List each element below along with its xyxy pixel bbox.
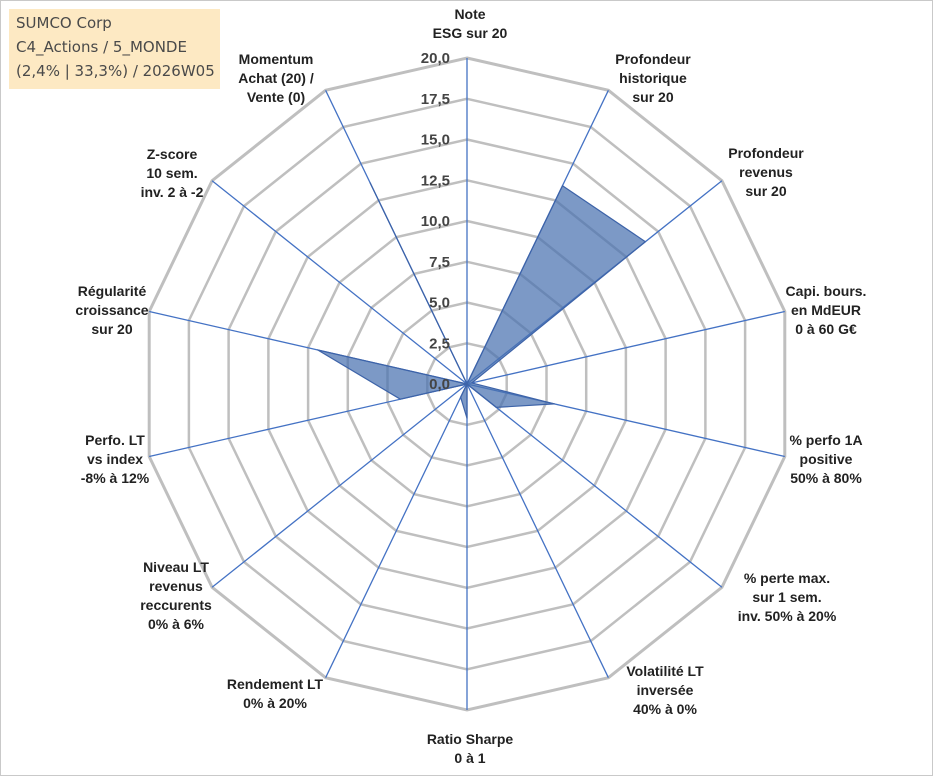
info-company: SUMCO Corp [16,14,112,32]
info-period: (2,4% | 33,3%) / 2026W05 [16,62,215,80]
axis-label: Niveau LT revenus reccurents 0% à 6% [140,559,212,632]
axis-label: Capi. bours. en MdEUR 0 à 60 G€ [786,283,867,337]
radar-tick-labels: 0,0 2,5 5,0 7,5 10,0 12,5 15,0 17,5 20,0 [421,50,450,393]
axis-label: Régularité croissance sur 20 [75,283,148,337]
tick-label: 7,5 [429,254,450,271]
axis-label: Perfo. LT vs index -8% à 12% [81,432,150,486]
radar-series [317,182,647,419]
axis-spoke [466,310,785,385]
series-area [317,182,647,419]
radar-axis-labels: Note ESG sur 20 Profondeur historique sur 20… [75,6,866,766]
axis-label: Z-score 10 sem. inv. 2 à -2 [141,146,204,200]
tick-label: 0,0 [429,376,450,393]
tick-label: 12,5 [421,172,450,189]
tick-label: 20,0 [421,50,450,67]
tick-label: 5,0 [429,295,450,312]
axis-spoke [211,383,468,588]
axis-spoke [325,383,468,678]
tick-label: 2,5 [429,335,450,352]
axis-label: % perfo 1A positive 50% à 80% [789,432,862,486]
axis-spoke [211,180,468,385]
axis-label: % perte max. sur 1 sem. inv. 50% à 20% [738,570,837,624]
tick-label: 15,0 [421,132,450,149]
axis-label: Rendement LT 0% à 20% [227,676,324,711]
tick-label: 17,5 [421,91,450,108]
axis-label: Ratio Sharpe 0 à 1 [427,731,514,766]
info-box: SUMCO Corp C4_Actions / 5_MONDE (2,4% | … [9,9,220,89]
axis-label: Volatilité LT inversée 40% à 0% [626,663,704,717]
info-category: C4_Actions / 5_MONDE [16,38,187,56]
axis-label: Profondeur revenus sur 20 [728,145,804,199]
axis-spoke [466,383,609,678]
axis-label: Note ESG sur 20 [433,6,508,41]
axis-label: Profondeur historique sur 20 [615,51,691,105]
axis-spoke [466,383,723,588]
axis-label: Momentum Achat (20) / Vente (0) [238,51,314,105]
tick-label: 10,0 [421,213,450,230]
